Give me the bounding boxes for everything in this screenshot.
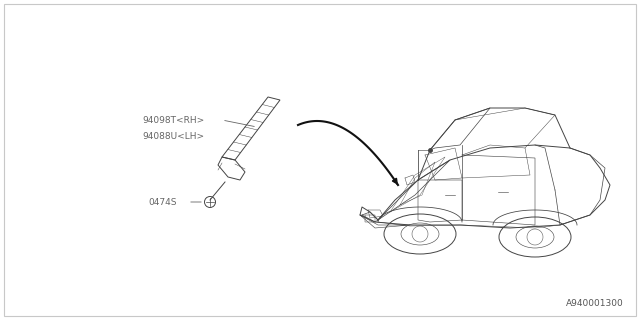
Text: 94098T<RH>: 94098T<RH> [142,116,204,124]
Text: A940001300: A940001300 [566,299,624,308]
Text: 94088U<LH>: 94088U<LH> [142,132,204,140]
Text: 0474S: 0474S [148,197,177,206]
